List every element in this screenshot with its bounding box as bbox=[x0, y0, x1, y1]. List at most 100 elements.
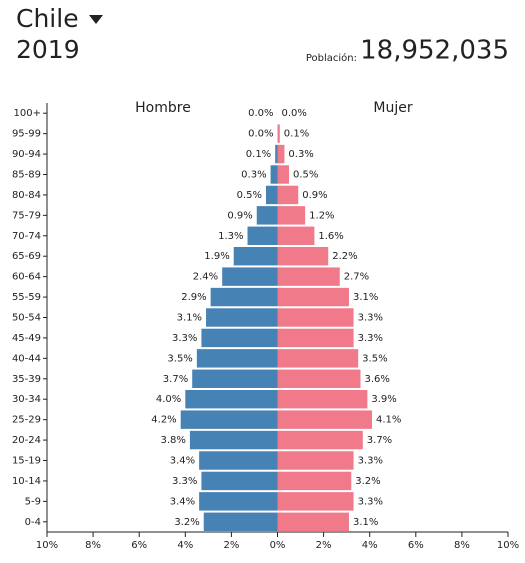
value-label: 1.9% bbox=[204, 251, 229, 262]
bar bbox=[247, 226, 278, 245]
value-label: 3.9% bbox=[371, 394, 396, 405]
bar bbox=[210, 287, 278, 307]
value-label: 3.3% bbox=[172, 333, 197, 344]
population-value: 18,952,035 bbox=[360, 36, 509, 66]
bar bbox=[277, 247, 329, 266]
value-label: 3.5% bbox=[167, 353, 192, 364]
bar bbox=[275, 144, 278, 164]
value-label: 3.3% bbox=[358, 313, 383, 324]
value-label: 1.2% bbox=[309, 210, 334, 221]
y-tick-label: 100+ bbox=[14, 108, 41, 119]
value-label: 3.4% bbox=[170, 496, 195, 507]
bar bbox=[277, 267, 340, 286]
bar bbox=[277, 226, 315, 245]
value-label: 0.3% bbox=[241, 170, 266, 181]
bar bbox=[277, 206, 306, 225]
value-label: 3.3% bbox=[358, 333, 383, 344]
x-tick-label: 6% bbox=[408, 540, 424, 551]
bar bbox=[196, 349, 278, 368]
bar bbox=[203, 512, 278, 531]
value-label: 2.4% bbox=[193, 272, 218, 283]
bar bbox=[201, 328, 278, 348]
value-label: 0.5% bbox=[293, 170, 318, 181]
bar bbox=[206, 308, 278, 327]
x-tick-label: 2% bbox=[316, 540, 332, 551]
value-label: 3.5% bbox=[362, 353, 387, 364]
value-label: 0.3% bbox=[288, 149, 313, 160]
bar bbox=[199, 492, 278, 511]
y-tick-label: 5-9 bbox=[25, 496, 41, 507]
bar bbox=[256, 206, 278, 225]
dropdown-arrow[interactable] bbox=[89, 15, 103, 24]
bar bbox=[199, 451, 278, 470]
bar bbox=[277, 451, 354, 470]
bar bbox=[277, 410, 373, 429]
bar bbox=[277, 165, 290, 184]
y-tick-label: 75-79 bbox=[12, 210, 41, 221]
value-label: 3.3% bbox=[358, 496, 383, 507]
x-tick-label: 6% bbox=[131, 540, 147, 551]
bar bbox=[277, 369, 361, 388]
value-label: 3.7% bbox=[163, 374, 188, 385]
value-label: 1.3% bbox=[218, 231, 243, 242]
value-label: 3.3% bbox=[172, 476, 197, 487]
value-label: 0.0% bbox=[248, 129, 273, 140]
bar bbox=[277, 349, 359, 368]
x-tick-label: 0% bbox=[270, 540, 286, 551]
y-tick-label: 65-69 bbox=[12, 251, 41, 262]
bar bbox=[192, 369, 278, 388]
bar bbox=[201, 471, 278, 491]
bar bbox=[277, 390, 368, 409]
value-label: 2.2% bbox=[332, 251, 357, 262]
value-label: 4.1% bbox=[376, 415, 401, 426]
y-tick-label: 0-4 bbox=[25, 517, 41, 528]
value-label: 0.1% bbox=[284, 129, 309, 140]
y-tick-label: 55-59 bbox=[12, 292, 41, 303]
value-label: 0.1% bbox=[246, 149, 271, 160]
value-label: 3.2% bbox=[174, 517, 199, 528]
y-tick-label: 90-94 bbox=[12, 149, 41, 160]
bar bbox=[185, 390, 278, 409]
y-tick-label: 40-44 bbox=[12, 353, 41, 364]
y-tick-label: 95-99 bbox=[12, 129, 41, 140]
y-tick-label: 10-14 bbox=[12, 476, 41, 487]
bar bbox=[277, 144, 285, 164]
country-title[interactable]: Chile bbox=[16, 4, 79, 33]
value-label: 4.2% bbox=[151, 415, 176, 426]
value-label: 3.7% bbox=[367, 435, 392, 446]
value-label: 2.7% bbox=[344, 272, 369, 283]
value-label: 2.9% bbox=[181, 292, 206, 303]
y-tick-label: 35-39 bbox=[12, 374, 41, 385]
bar bbox=[277, 308, 354, 327]
bar bbox=[277, 124, 280, 143]
bar bbox=[277, 492, 354, 511]
bar bbox=[277, 328, 354, 348]
legend-label: Mujer bbox=[373, 100, 412, 116]
x-tick-label: 8% bbox=[454, 540, 470, 551]
value-label: 0.0% bbox=[282, 108, 307, 119]
x-tick-label: 4% bbox=[362, 540, 378, 551]
bar bbox=[277, 185, 299, 205]
x-tick-label: 10% bbox=[497, 540, 519, 551]
y-tick-label: 20-24 bbox=[12, 435, 41, 446]
bar bbox=[189, 430, 278, 450]
bar bbox=[277, 430, 363, 450]
bar bbox=[222, 267, 278, 286]
bar bbox=[265, 185, 278, 205]
value-label: 3.1% bbox=[353, 292, 378, 303]
x-tick-label: 2% bbox=[223, 540, 239, 551]
bar bbox=[277, 512, 349, 531]
value-label: 3.4% bbox=[170, 456, 195, 467]
value-label: 0.9% bbox=[302, 190, 327, 201]
x-tick-label: 8% bbox=[85, 540, 101, 551]
bar bbox=[277, 287, 349, 307]
y-tick-label: 15-19 bbox=[12, 456, 41, 467]
value-label: 3.3% bbox=[358, 456, 383, 467]
value-label: 3.6% bbox=[364, 374, 389, 385]
bar bbox=[233, 247, 278, 266]
x-tick-label: 10% bbox=[36, 540, 58, 551]
year: 2019 bbox=[16, 35, 80, 64]
legend-label: Hombre bbox=[135, 100, 191, 116]
y-tick-label: 50-54 bbox=[12, 313, 41, 324]
